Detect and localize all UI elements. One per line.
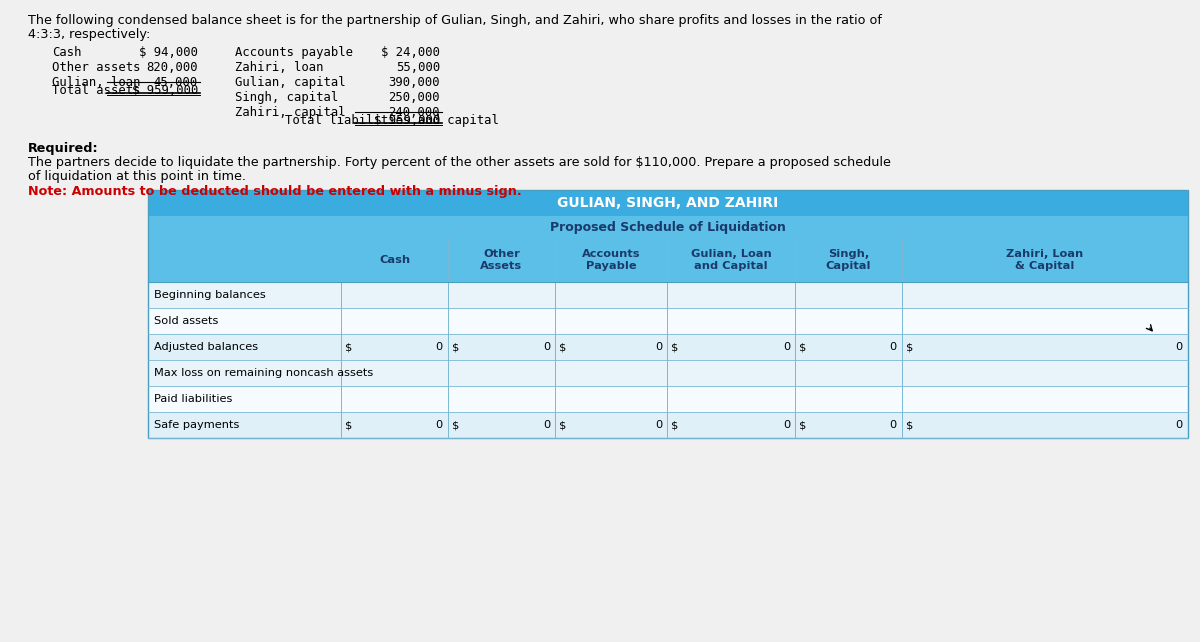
Text: $ 94,000: $ 94,000 [139,46,198,59]
Text: $: $ [906,420,913,430]
FancyBboxPatch shape [148,238,1188,282]
Text: 0: 0 [542,420,550,430]
FancyBboxPatch shape [148,360,1188,386]
Text: Total assets: Total assets [52,84,140,97]
Text: Max loss on remaining noncash assets: Max loss on remaining noncash assets [154,368,373,378]
Text: 0: 0 [889,342,898,352]
Text: 0: 0 [542,342,550,352]
Text: $: $ [346,342,353,352]
Text: 45,000: 45,000 [154,76,198,89]
Text: Zahiri, Loan: Zahiri, Loan [1007,249,1084,259]
Text: Gulian, Loan: Gulian, Loan [691,249,772,259]
FancyBboxPatch shape [148,308,1188,334]
Text: 0: 0 [655,342,662,352]
Text: $: $ [559,420,566,430]
Text: Gulian, capital: Gulian, capital [235,76,346,89]
Text: Cash: Cash [52,46,82,59]
FancyBboxPatch shape [148,216,1188,238]
Text: $: $ [452,420,460,430]
Text: 0: 0 [782,420,790,430]
Text: $: $ [799,420,806,430]
Text: Gulian, loan: Gulian, loan [52,76,140,89]
Text: GULIAN, SINGH, AND ZAHIRI: GULIAN, SINGH, AND ZAHIRI [557,196,779,210]
FancyBboxPatch shape [148,282,1188,308]
Text: Safe payments: Safe payments [154,420,239,430]
Text: of liquidation at this point in time.: of liquidation at this point in time. [28,170,246,183]
Text: $: $ [452,342,460,352]
Text: Beginning balances: Beginning balances [154,290,265,300]
Text: 0: 0 [436,420,443,430]
Text: 250,000: 250,000 [389,91,440,104]
Text: Required:: Required: [28,142,98,155]
Text: 0: 0 [1176,342,1183,352]
FancyBboxPatch shape [148,334,1188,360]
Text: 55,000: 55,000 [396,61,440,74]
Text: 0: 0 [782,342,790,352]
Text: Adjusted balances: Adjusted balances [154,342,258,352]
Text: Payable: Payable [586,261,636,271]
Text: $: $ [671,342,678,352]
Text: Accounts payable: Accounts payable [235,46,353,59]
Text: 0: 0 [1176,420,1183,430]
Text: $ 959,000: $ 959,000 [132,84,198,97]
Text: & Capital: & Capital [1015,261,1075,271]
Text: Singh,: Singh, [828,249,869,259]
Text: $: $ [671,420,678,430]
Text: Other: Other [484,249,520,259]
Text: Proposed Schedule of Liquidation: Proposed Schedule of Liquidation [550,220,786,234]
Text: 240,000: 240,000 [389,106,440,119]
FancyBboxPatch shape [148,190,1188,216]
Text: $ 959,000: $ 959,000 [373,114,440,127]
Text: Total liabilities and capital: Total liabilities and capital [286,114,499,127]
Text: 820,000: 820,000 [146,61,198,74]
Text: Singh, capital: Singh, capital [235,91,338,104]
Text: $: $ [559,342,566,352]
Text: $ 24,000: $ 24,000 [382,46,440,59]
Text: 0: 0 [889,420,898,430]
Text: $: $ [799,342,806,352]
Text: 390,000: 390,000 [389,76,440,89]
Text: Zahiri, loan: Zahiri, loan [235,61,324,74]
Text: $: $ [346,420,353,430]
Text: $: $ [906,342,913,352]
Text: Paid liabilities: Paid liabilities [154,394,233,404]
FancyBboxPatch shape [148,412,1188,438]
Text: 0: 0 [655,420,662,430]
Text: Capital: Capital [826,261,871,271]
Text: Sold assets: Sold assets [154,316,218,326]
Text: Assets: Assets [480,261,522,271]
Text: Cash: Cash [379,255,410,265]
Text: The following condensed balance sheet is for the partnership of Gulian, Singh, a: The following condensed balance sheet is… [28,14,882,27]
Text: 4:3:3, respectively:: 4:3:3, respectively: [28,28,150,41]
Text: Zahiri, capital: Zahiri, capital [235,106,346,119]
FancyBboxPatch shape [148,386,1188,412]
Text: Note: Amounts to be deducted should be entered with a minus sign.: Note: Amounts to be deducted should be e… [28,185,522,198]
Text: Other assets: Other assets [52,61,140,74]
Text: Accounts: Accounts [582,249,641,259]
Text: The partners decide to liquidate the partnership. Forty percent of the other ass: The partners decide to liquidate the par… [28,156,890,169]
Text: and Capital: and Capital [694,261,768,271]
Text: 0: 0 [436,342,443,352]
